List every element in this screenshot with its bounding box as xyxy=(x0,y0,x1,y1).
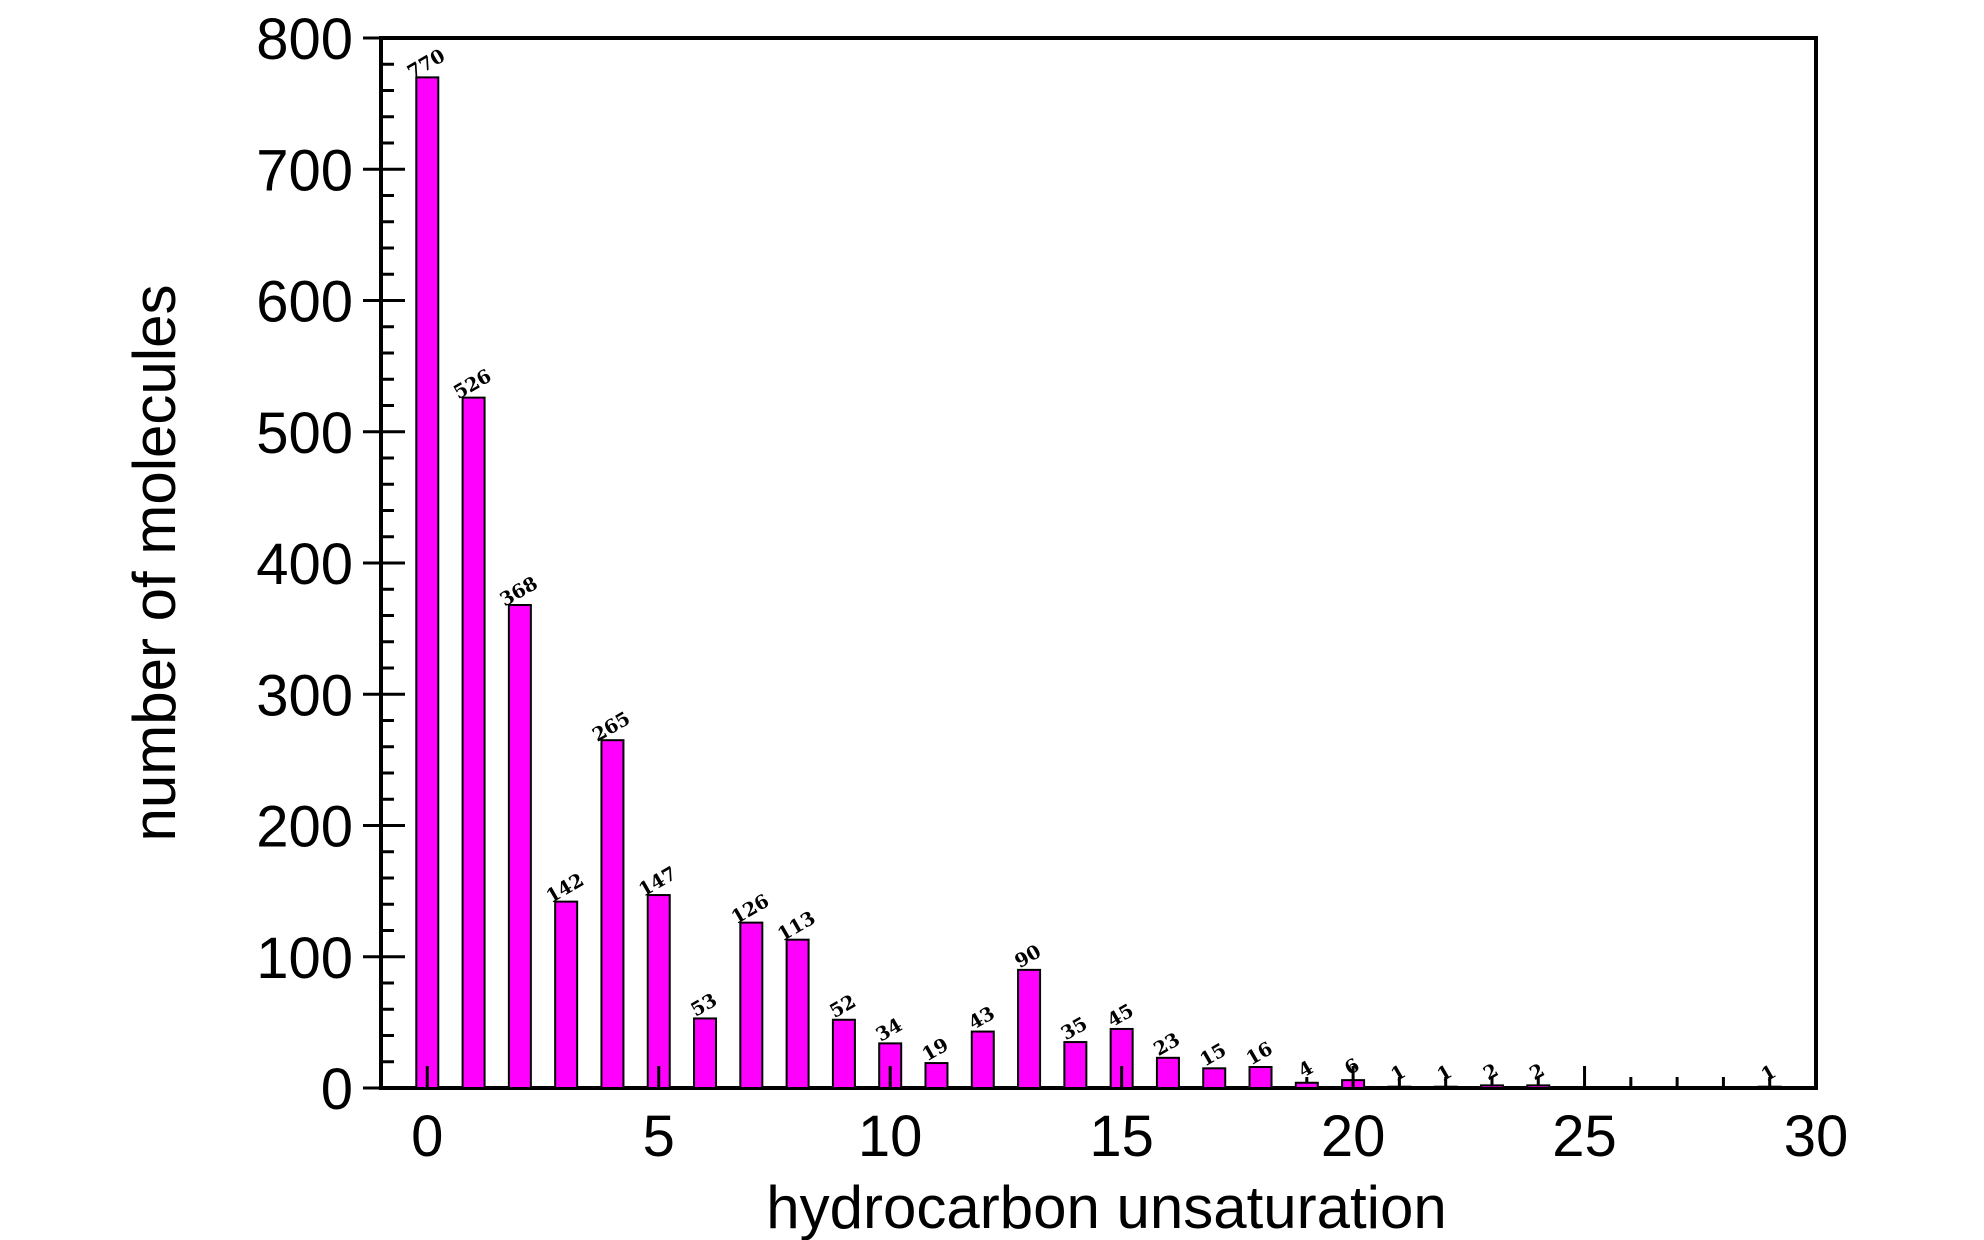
bar-value-label: 1 xyxy=(1387,1061,1409,1087)
bars xyxy=(415,76,1782,1089)
bar xyxy=(554,900,579,1089)
y-tick-label: 100 xyxy=(256,926,353,991)
bar xyxy=(1017,968,1042,1089)
y-tick-label: 700 xyxy=(256,138,353,203)
y-tick-label: 800 xyxy=(256,7,353,72)
bar-value-label: 53 xyxy=(687,989,721,1021)
plot-frame xyxy=(379,36,1818,1090)
bar-value-label: 16 xyxy=(1243,1038,1277,1070)
bar xyxy=(831,1018,856,1089)
bar-value-label: 35 xyxy=(1057,1013,1091,1045)
y-tick-label: 0 xyxy=(321,1057,353,1122)
bar xyxy=(1248,1066,1273,1089)
x-axis: 0 5 10 15 20 25 30 xyxy=(411,1066,1848,1169)
y-axis: 0 100 200 300 400 500 600 700 800 xyxy=(256,7,405,1122)
y-tick-label: 400 xyxy=(256,532,353,597)
x-tick-label: 30 xyxy=(1784,1104,1849,1169)
bar xyxy=(970,1030,995,1089)
bar xyxy=(1063,1041,1088,1089)
bar xyxy=(693,1017,718,1089)
y-tick-label: 200 xyxy=(256,795,353,860)
bar-value-label: 23 xyxy=(1150,1028,1184,1060)
x-tick-label: 20 xyxy=(1321,1104,1386,1169)
bar xyxy=(1294,1081,1319,1089)
bar xyxy=(924,1062,949,1089)
bar-value-label: 1 xyxy=(1433,1061,1455,1087)
bar xyxy=(739,921,764,1089)
bar xyxy=(785,938,810,1089)
bar xyxy=(1202,1067,1227,1089)
bar xyxy=(1155,1056,1180,1089)
x-axis-title: hydrocarbon unsaturation xyxy=(766,1174,1446,1240)
bar-value-label: 90 xyxy=(1011,941,1045,973)
bar xyxy=(646,894,671,1089)
y-tick-label: 300 xyxy=(256,663,353,728)
y-tick-label: 500 xyxy=(256,401,353,466)
bar xyxy=(1479,1084,1504,1089)
bar xyxy=(415,76,440,1089)
bar-value-label: 19 xyxy=(919,1034,953,1066)
bar-value-label: 45 xyxy=(1104,1000,1138,1032)
minor-ticks xyxy=(379,62,1772,1088)
x-tick-label: 10 xyxy=(858,1104,923,1169)
bar-value-label: 15 xyxy=(1196,1039,1230,1071)
x-tick-label: 25 xyxy=(1552,1104,1617,1169)
x-tick-label: 0 xyxy=(411,1104,443,1169)
y-axis-title: number of molecules xyxy=(121,285,188,842)
y-tick-label: 600 xyxy=(256,270,353,335)
x-tick-label: 15 xyxy=(1089,1104,1154,1169)
bar-value-label: 2 xyxy=(1480,1059,1502,1085)
bar xyxy=(600,739,625,1089)
bar-value-label: 1 xyxy=(1757,1061,1779,1087)
bar-value-label: 43 xyxy=(965,1002,999,1034)
bar-value-label: 34 xyxy=(872,1014,906,1046)
bar-value-label: 52 xyxy=(826,990,860,1022)
bar-value-label: 4 xyxy=(1295,1057,1317,1083)
bar-value-label: 2 xyxy=(1526,1059,1548,1085)
bar xyxy=(1433,1085,1458,1089)
bar xyxy=(507,604,532,1089)
x-tick-label: 5 xyxy=(643,1104,675,1169)
bar xyxy=(461,396,486,1089)
bar xyxy=(1757,1085,1782,1089)
bar xyxy=(1526,1084,1551,1089)
bar xyxy=(1387,1085,1412,1089)
